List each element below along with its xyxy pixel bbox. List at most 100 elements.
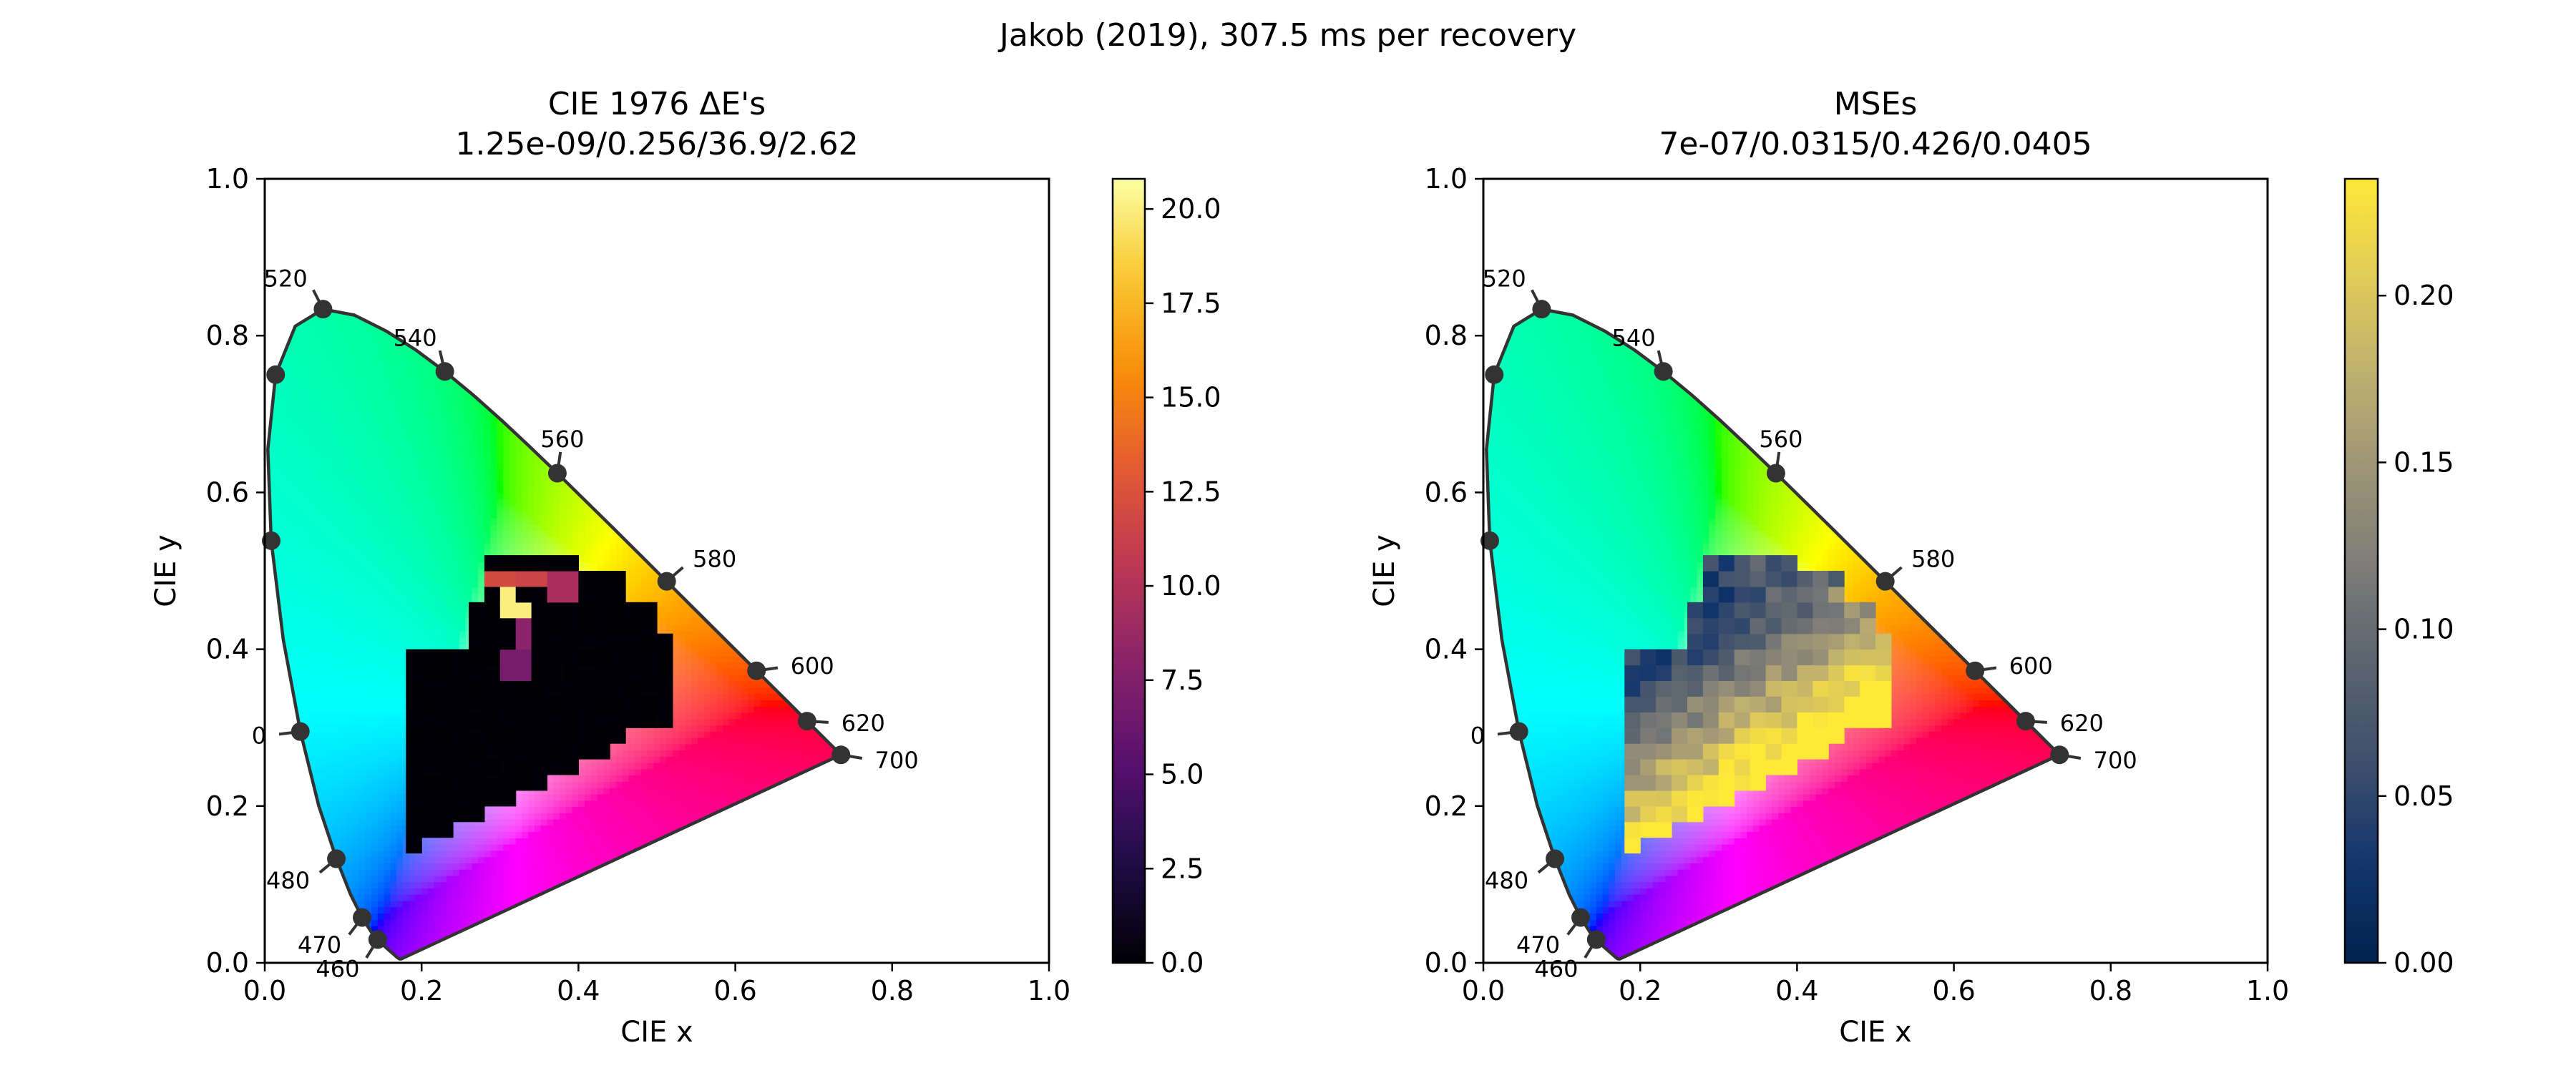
- heatmap-cell: [1750, 571, 1767, 587]
- heatmap-cell: [657, 712, 673, 728]
- heatmap-cell: [1813, 571, 1829, 587]
- locus-marker-470: [353, 908, 372, 927]
- heatmap-cell: [406, 837, 422, 854]
- colorbar-frame: [1111, 177, 1146, 964]
- heatmap-cell: [1797, 680, 1813, 697]
- heatmap-cell: [1813, 633, 1829, 650]
- heatmap-cell: [421, 821, 438, 838]
- colorbar-tick-label: 5.0: [1161, 759, 1204, 790]
- heatmap-cell: [562, 571, 579, 587]
- heatmap-cell: [657, 696, 673, 712]
- y-tick-label: 1.0: [206, 163, 249, 195]
- locus-label-560: 560: [540, 426, 584, 453]
- heatmap-cell: [578, 617, 595, 635]
- heatmap-cell: [469, 680, 485, 697]
- heatmap-cell: [421, 805, 438, 823]
- heatmap-cell: [1687, 617, 1704, 635]
- heatmap-cell: [1624, 805, 1641, 823]
- heatmap-cell: [1781, 696, 1797, 712]
- colorbar-tick-label: 12.5: [1161, 476, 1221, 507]
- heatmap-cell: [547, 696, 564, 712]
- locus-marker-480: [327, 849, 346, 868]
- heatmap-cell: [610, 617, 626, 635]
- heatmap-cell: [1672, 680, 1688, 697]
- heatmap-cell: [421, 696, 438, 712]
- heatmap-cell: [1734, 571, 1751, 587]
- heatmap-cell: [453, 665, 469, 681]
- heatmap-cell: [1702, 586, 1719, 603]
- heatmap-cell: [469, 775, 485, 791]
- heatmap-cell: [1750, 586, 1767, 603]
- heatmap-cell: [499, 759, 517, 775]
- heatmap-cell: [531, 617, 548, 635]
- heatmap-cell: [1718, 555, 1735, 572]
- heatmap-cell: [515, 633, 532, 650]
- heatmap-cell: [1702, 555, 1719, 572]
- heatmap-cell: [1702, 696, 1719, 712]
- heatmap-cell: [406, 775, 422, 791]
- heatmap-cell: [437, 821, 454, 838]
- heatmap-cell: [1624, 665, 1641, 681]
- heatmap-cell: [1860, 602, 1876, 619]
- heatmap-cell: [421, 680, 438, 697]
- heatmap-cell: [562, 743, 579, 760]
- heatmap-cell: [1656, 743, 1672, 760]
- heatmap-cell: [499, 775, 517, 791]
- heatmap-cell: [515, 571, 532, 587]
- heatmap-cell: [1828, 571, 1845, 587]
- heatmap-cell: [1656, 727, 1672, 744]
- heatmap-cell: [1672, 775, 1688, 791]
- colorbar-tick-label: 17.5: [1161, 288, 1221, 319]
- heatmap-cell: [594, 680, 610, 697]
- colorbar-tick-label: 2.5: [1161, 853, 1204, 884]
- heatmap-cell: [657, 633, 673, 650]
- y-tick-label: 0.2: [1425, 790, 1468, 822]
- heatmap-cell: [641, 665, 658, 681]
- heatmap-cell: [594, 617, 610, 635]
- y-tick-label: 0.2: [206, 790, 249, 822]
- heatmap-cell: [1687, 775, 1704, 791]
- heatmap-cell: [1702, 617, 1719, 635]
- heatmap-cell: [547, 602, 564, 619]
- heatmap-cell: [437, 727, 454, 744]
- heatmap-cell: [499, 696, 517, 712]
- heatmap-cell: [1828, 617, 1845, 635]
- heatmap-cell: [594, 696, 610, 712]
- heatmap-cell: [484, 665, 501, 681]
- heatmap-cell: [453, 727, 469, 744]
- locus-marker-510: [1485, 365, 1504, 384]
- heatmap-cell: [1640, 696, 1657, 712]
- heatmap-cell: [453, 743, 469, 760]
- heatmap-cell: [1875, 712, 1892, 728]
- heatmap-cell: [1672, 665, 1688, 681]
- locus-marker-560: [1766, 464, 1785, 483]
- heatmap-cell: [1624, 775, 1641, 791]
- locus-label-480: 480: [1485, 867, 1528, 894]
- heatmap-cell: [484, 649, 501, 666]
- heatmap-cell: [531, 743, 548, 760]
- heatmap-cell: [1860, 665, 1876, 681]
- heatmap-cell: [469, 665, 485, 681]
- heatmap-cell: [1781, 712, 1797, 728]
- heatmap-cell: [406, 696, 422, 712]
- heatmap-cell: [1750, 680, 1767, 697]
- heatmap-cell: [1656, 696, 1672, 712]
- heatmap-cell: [1687, 696, 1704, 712]
- heatmap-cell: [499, 743, 517, 760]
- heatmap-cell: [437, 680, 454, 697]
- heatmap-cell: [1765, 727, 1782, 744]
- heatmap-cells: [406, 555, 673, 854]
- heatmap-cell: [610, 680, 626, 697]
- heatmap-cell: [1765, 555, 1782, 572]
- heatmap-cell: [641, 712, 658, 728]
- locus-marker-520: [1532, 300, 1551, 319]
- heatmap-cell: [562, 727, 579, 744]
- heatmap-cell: [562, 586, 579, 603]
- x-tick-label: 0.4: [1775, 975, 1818, 1006]
- heatmap-cell: [1781, 571, 1797, 587]
- heatmap-cell: [1718, 586, 1735, 603]
- heatmap-cell: [578, 665, 595, 681]
- heatmap-cell: [547, 712, 564, 728]
- heatmap-cell: [1656, 821, 1672, 838]
- locus-marker-580: [1875, 572, 1895, 591]
